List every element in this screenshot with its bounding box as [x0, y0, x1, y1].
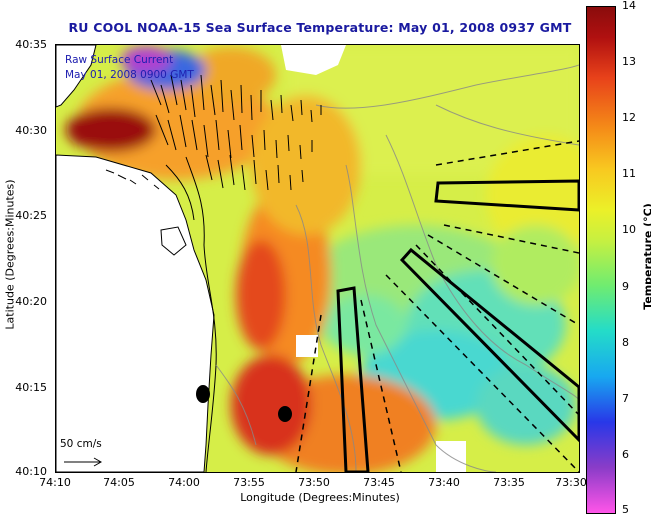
- x-tick-label: 74:00: [168, 476, 200, 489]
- y-tick-label: 40:35: [15, 38, 47, 51]
- colorbar-tick: 14: [622, 0, 636, 12]
- x-tick-label: 74:10: [39, 476, 71, 489]
- legend-raw-current: Raw Surface Current: [65, 54, 174, 66]
- legend-current-time: May 01, 2008 0900 GMT: [65, 69, 194, 81]
- colorbar-tick: 12: [622, 111, 636, 124]
- x-tick-label: 73:35: [493, 476, 525, 489]
- x-tick-label: 73:50: [298, 476, 330, 489]
- colorbar-tick: 6: [622, 448, 629, 461]
- colorbar: [586, 6, 616, 514]
- colorbar-tick: 7: [622, 392, 629, 405]
- sst-map: Raw Surface Current May 01, 2008 0900 GM…: [55, 44, 580, 473]
- colorbar-label: Temperature (°C): [641, 203, 651, 310]
- y-tick-label: 40:15: [15, 381, 47, 394]
- y-tick-label: 40:30: [15, 124, 47, 137]
- colorbar-tick: 11: [622, 167, 636, 180]
- colorbar-tick: 10: [622, 223, 636, 236]
- y-tick-label: 40:10: [15, 465, 47, 478]
- y-tick-label: 40:25: [15, 209, 47, 222]
- colorbar-tick: 8: [622, 336, 629, 349]
- x-tick-label: 73:55: [233, 476, 265, 489]
- x-tick-label: 74:05: [103, 476, 135, 489]
- colorbar-tick: 9: [622, 280, 629, 293]
- x-tick-label: 73:30: [555, 476, 587, 489]
- sst-field: [56, 45, 579, 472]
- y-tick-label: 40:20: [15, 295, 47, 308]
- x-tick-label: 73:40: [428, 476, 460, 489]
- map-title: RU COOL NOAA-15 Sea Surface Temperature:…: [68, 20, 572, 35]
- colorbar-tick: 5: [622, 503, 629, 516]
- y-axis-label: Latitude (Degrees:Minutes): [3, 179, 17, 330]
- colorbar-tick: 13: [622, 55, 636, 68]
- x-axis-label: Longitude (Degrees:Minutes): [240, 491, 400, 504]
- x-tick-label: 73:45: [363, 476, 395, 489]
- scale-label: 50 cm/s: [60, 438, 102, 450]
